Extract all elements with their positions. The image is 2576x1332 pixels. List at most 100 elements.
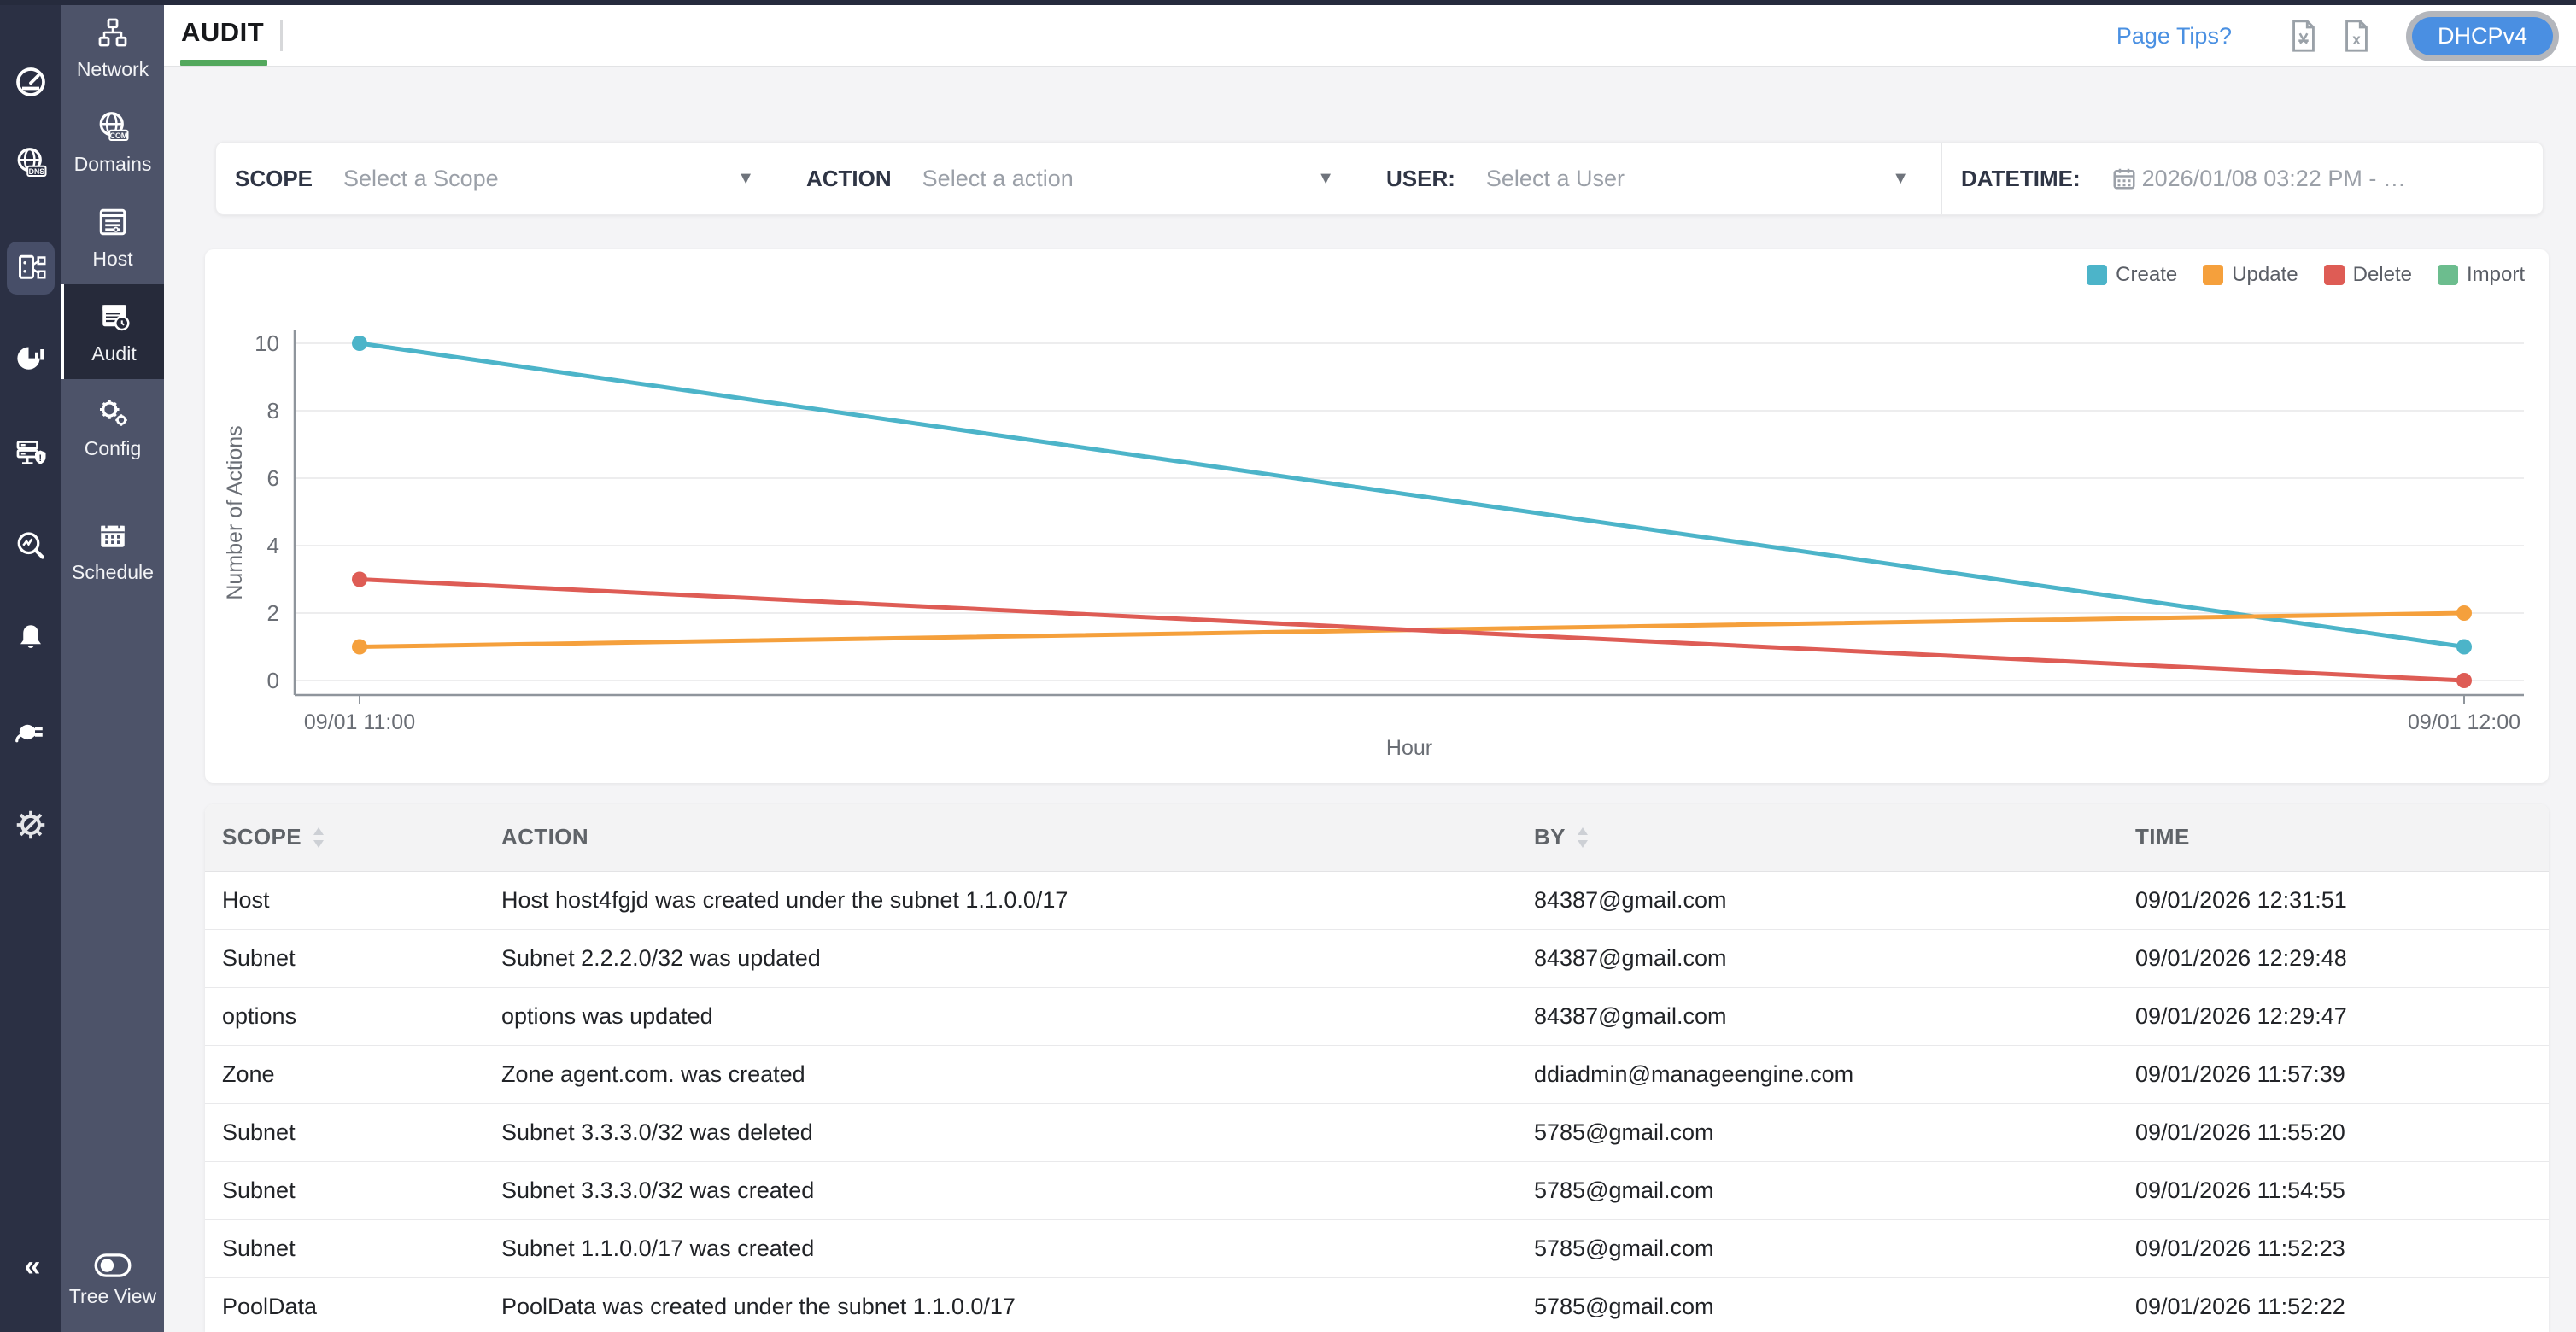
sidebar-item-tree-view[interactable]: Tree View [61, 1253, 164, 1308]
table-row[interactable]: Zone Zone agent.com. was created ddiadmin@… [205, 1045, 2549, 1104]
sidebar-item-schedule[interactable]: Schedule [61, 503, 164, 598]
cell-action: Subnet 1.1.0.0/17 was created [484, 1219, 1517, 1278]
sort-icon[interactable] [312, 827, 325, 848]
legend-item-update[interactable]: Update [2203, 263, 2298, 287]
left-icon-rail: DNS ! « [0, 0, 61, 1332]
scope-filter-dropdown[interactable]: SCOPE Select a Scope ▼ [216, 143, 787, 214]
cell-time: 09/01/2026 11:52:23 [2118, 1219, 2549, 1278]
scope-filter-value: Select a Scope [343, 165, 499, 191]
table-row[interactable]: Subnet Subnet 3.3.3.0/32 was created 5785@… [205, 1161, 2549, 1220]
datetime-filter-label: DATETIME: [1961, 165, 2081, 191]
cell-action: PoolData was created under the subnet 1.… [484, 1277, 1517, 1332]
module-sidebar: Network COM Domains Host Audit Config Sc… [61, 0, 164, 1332]
export-pdf-icon[interactable] [2288, 19, 2319, 53]
action-filter-dropdown[interactable]: ACTION Select a action ▼ [787, 143, 1367, 214]
export-xls-icon[interactable]: x [2341, 19, 2372, 53]
config-gears-icon [100, 400, 127, 426]
svg-text:COM: COM [110, 131, 127, 140]
action-filter-label: ACTION [806, 165, 892, 191]
active-tab-underline [180, 60, 267, 66]
cell-time: 09/01/2026 12:31:51 [2118, 871, 2549, 930]
svg-text:4: 4 [267, 533, 279, 558]
chevron-down-icon: ▼ [1892, 168, 1909, 188]
cell-by: 5785@gmail.com [1517, 1219, 2118, 1278]
dhcp-version-label: DHCPv4 [2411, 16, 2553, 56]
sort-icon[interactable] [1576, 827, 1590, 848]
sidebar-item-label: Schedule [72, 561, 154, 583]
insight-search-icon[interactable] [12, 528, 50, 565]
cell-time: 09/01/2026 11:57:39 [2118, 1045, 2549, 1104]
settings-gear-wrench-icon[interactable] [12, 806, 50, 844]
calendar-icon [2113, 168, 2135, 190]
legend-swatch [2323, 265, 2345, 285]
dns-globe-icon[interactable]: DNS [12, 144, 50, 182]
dashboard-icon[interactable] [12, 63, 50, 101]
tab-separator [280, 20, 283, 51]
ipam-icon-active[interactable] [7, 242, 55, 295]
reports-pie-icon[interactable] [12, 339, 50, 377]
audit-filter-bar: SCOPE Select a Scope ▼ ACTION Select a a… [215, 142, 2544, 215]
cell-by: 5785@gmail.com [1517, 1103, 2118, 1162]
cell-by: ddiadmin@manageengine.com [1517, 1045, 2118, 1104]
cell-by: 5785@gmail.com [1517, 1277, 2118, 1332]
sidebar-item-config[interactable]: Config [61, 379, 164, 474]
alarms-bell-icon[interactable] [12, 618, 50, 656]
cell-action: Subnet 2.2.2.0/32 was updated [484, 929, 1517, 988]
svg-text:10: 10 [255, 330, 279, 356]
legend-item-delete[interactable]: Delete [2323, 263, 2412, 287]
legend-label: Update [2232, 263, 2298, 286]
audit-log-icon [102, 305, 129, 331]
table-row[interactable]: Subnet Subnet 2.2.2.0/32 was updated 84387… [205, 929, 2549, 988]
table-row[interactable]: PoolData PoolData was created under the s… [205, 1277, 2549, 1332]
cell-scope: Subnet [205, 1219, 484, 1278]
cell-time: 09/01/2026 11:55:20 [2118, 1103, 2549, 1162]
integrations-plug-icon[interactable] [12, 710, 50, 748]
sidebar-item-domains[interactable]: COM Domains [61, 95, 164, 190]
server-alert-icon[interactable]: ! [12, 434, 50, 471]
cell-by: 84387@gmail.com [1517, 929, 2118, 988]
cell-by: 84387@gmail.com [1517, 871, 2118, 930]
cell-scope: Host [205, 871, 484, 930]
legend-item-create[interactable]: Create [2087, 263, 2177, 287]
chart-legend: Create Update Delete Import [2087, 263, 2525, 287]
page-title-tab[interactable]: AUDIT [181, 17, 265, 47]
sidebar-item-label: Network [76, 58, 149, 80]
table-row[interactable]: Subnet Subnet 1.1.0.0/17 was created 5785@… [205, 1219, 2549, 1278]
top-bar: AUDIT Page Tips? x DHCPv4 [164, 5, 2576, 67]
audit-actions-chart-card: Create Update Delete Import 0 2 4 6 8 10 09/01 11… [205, 249, 2549, 783]
window-top-edge [0, 0, 2576, 5]
table-row[interactable]: options options was updated 84387@gmail.co… [205, 987, 2549, 1046]
column-header-action: ACTION [484, 804, 1517, 872]
sidebar-item-network[interactable]: Network [61, 0, 164, 95]
tree-view-toggle-icon [94, 1253, 132, 1277]
user-filter-label: USER: [1386, 165, 1455, 191]
chevron-down-icon: ▼ [1317, 168, 1334, 188]
legend-item-import[interactable]: Import [2437, 263, 2525, 287]
svg-text:Number of Actions: Number of Actions [223, 425, 247, 599]
cell-action: options was updated [484, 987, 1517, 1046]
page-tips-link[interactable]: Page Tips? [2116, 22, 2232, 49]
cell-action: Subnet 3.3.3.0/32 was created [484, 1161, 1517, 1220]
host-window-icon [99, 208, 126, 236]
cell-scope: Subnet [205, 929, 484, 988]
sidebar-item-audit[interactable]: Audit [61, 284, 164, 379]
svg-text:0: 0 [267, 668, 279, 693]
cell-by: 84387@gmail.com [1517, 987, 2118, 1046]
svg-text:x: x [2352, 31, 2361, 48]
table-row[interactable]: Subnet Subnet 3.3.3.0/32 was deleted 5785@… [205, 1103, 2549, 1162]
dhcp-version-button[interactable]: DHCPv4 [2405, 10, 2559, 61]
svg-text:!: ! [38, 453, 42, 464]
collapse-sidebar-icon[interactable]: « [24, 1249, 41, 1282]
cell-scope: Subnet [205, 1161, 484, 1220]
svg-text:Hour: Hour [1386, 736, 1432, 760]
column-header-scope[interactable]: SCOPE [205, 804, 484, 872]
datetime-filter[interactable]: DATETIME: 2026/01/08 03:22 PM - … [1942, 143, 2543, 214]
actions-line-chart: 0 2 4 6 8 10 09/01 11:00 09/01 12:00 Hour Number … [223, 330, 2524, 760]
column-header-by[interactable]: BY [1517, 804, 2118, 872]
sidebar-item-host[interactable]: Host [61, 190, 164, 284]
svg-text:DNS: DNS [29, 167, 45, 176]
schedule-calendar-icon [101, 523, 125, 547]
user-filter-dropdown[interactable]: USER: Select a User ▼ [1367, 143, 1942, 214]
table-row[interactable]: Host Host host4fgjd was created under the… [205, 871, 2549, 930]
legend-label: Delete [2352, 263, 2412, 286]
